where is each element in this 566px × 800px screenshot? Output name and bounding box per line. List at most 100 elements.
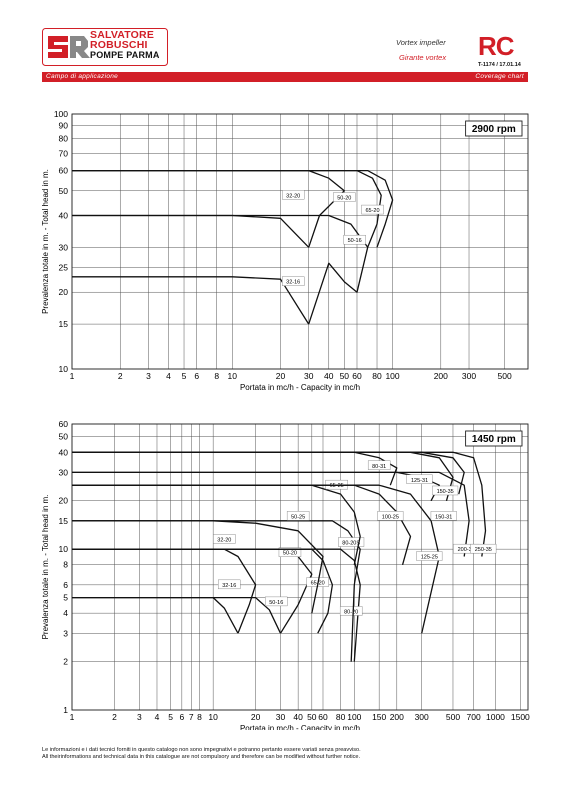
series-label-box <box>377 511 404 521</box>
x-tick-label: 200 <box>390 712 404 722</box>
x-tick-label: 40 <box>293 712 303 722</box>
x-axis-label: Portata in mc/h - Capacity in mc/h <box>240 724 360 730</box>
x-tick-label: 8 <box>214 371 219 381</box>
curve-50-20 <box>72 169 345 248</box>
y-axis-label: Prevalenza totale in m. - Total head in … <box>41 495 50 640</box>
disclaimer-it: Le informazioni e i dati tecnici forniti… <box>42 747 361 753</box>
x-tick-label: 30 <box>304 371 314 381</box>
rpm-box <box>465 120 523 137</box>
x-tick-label: 10 <box>228 371 238 381</box>
x-tick-label: 4 <box>166 371 171 381</box>
series-label-box <box>213 534 236 544</box>
subtitle-en: Vortex impeller <box>396 38 446 47</box>
x-tick-label: 500 <box>446 712 460 722</box>
series-label: 100-25 <box>382 514 399 520</box>
series-label-box <box>361 204 384 215</box>
series-label: 50-16 <box>269 600 283 606</box>
y-tick-label: 2 <box>63 657 68 667</box>
y-tick-label: 40 <box>59 447 69 457</box>
x-tick-label: 100 <box>385 371 399 381</box>
series-label-box <box>282 190 305 200</box>
y-tick-label: 60 <box>59 166 69 176</box>
series-label-box <box>218 579 241 590</box>
y-tick-label: 60 <box>59 419 69 429</box>
curve-32-20 <box>72 214 310 248</box>
x-tick-label: 20 <box>276 371 286 381</box>
series-label: 80-20 <box>344 609 358 615</box>
y-tick-label: 3 <box>63 628 68 638</box>
y-tick-label: 25 <box>59 263 69 273</box>
curve-200-35 <box>72 471 470 557</box>
section-bar: Campo di applicazione Coverage chart <box>42 72 528 82</box>
x-tick-label: 80 <box>372 371 382 381</box>
brand-name: SALVATORE ROBUSCHI POMPE PARMA <box>90 30 160 60</box>
y-tick-label: 100 <box>54 109 68 119</box>
series-label: 80-20S <box>342 541 360 547</box>
series-label: 150-31 <box>435 514 452 520</box>
x-tick-label: 50 <box>340 371 350 381</box>
subtitle-it: Girante vortex <box>399 53 447 62</box>
series-label-box <box>430 511 457 521</box>
x-tick-label: 6 <box>194 371 199 381</box>
x-tick-label: 2 <box>112 712 117 722</box>
curve-125-25 <box>72 484 440 634</box>
series-label-box <box>367 460 391 470</box>
y-tick-label: 6 <box>63 580 68 590</box>
series-label: 50-25 <box>291 514 305 520</box>
brand-line2: ROBUSCHI <box>90 39 148 51</box>
series-label: 50-20 <box>337 196 351 202</box>
disclaimer-en: All theirinformations and technical data… <box>42 754 361 760</box>
y-tick-label: 15 <box>59 319 69 329</box>
y-tick-label: 30 <box>59 467 69 477</box>
section-title-it: Campo di applicazione <box>46 73 119 80</box>
x-tick-label: 300 <box>415 712 429 722</box>
series-label: 50-20 <box>283 551 297 557</box>
curve-80-31 <box>72 451 398 486</box>
y-tick-label: 4 <box>63 608 68 618</box>
series-label: 125-25 <box>421 555 438 561</box>
x-tick-label: 1500 <box>511 712 530 722</box>
series-label: 65-20 <box>365 208 379 214</box>
x-tick-label: 3 <box>146 371 151 381</box>
x-tick-label: 4 <box>155 712 160 722</box>
curve-80-25 <box>72 169 394 248</box>
curve-32-16 <box>72 276 310 325</box>
series-label: 65-25 <box>330 483 344 489</box>
x-tick-label: 5 <box>182 371 187 381</box>
x-tick-label: 1 <box>70 712 75 722</box>
y-tick-label: 15 <box>59 516 69 526</box>
y-tick-label: 50 <box>59 186 69 196</box>
y-tick-label: 40 <box>59 210 69 220</box>
section-title-en: Coverage chart <box>475 73 524 80</box>
series-label: 150-35 <box>437 489 454 495</box>
curve-50-16 <box>72 214 369 325</box>
x-tick-label: 5 <box>168 712 173 722</box>
x-tick-label: 2 <box>118 371 123 381</box>
series-label: 32-16 <box>222 583 236 589</box>
x-tick-label: 40 <box>324 371 334 381</box>
series-label: 50-16 <box>348 238 362 244</box>
x-tick-label: 50 <box>307 712 317 722</box>
y-tick-label: 50 <box>59 432 69 442</box>
x-axis-label: Portata in mc/h - Capacity in mc/h <box>240 383 360 392</box>
x-tick-label: 3 <box>137 712 142 722</box>
series-label: 80-31 <box>372 464 386 470</box>
series-label: 32-20 <box>286 193 300 199</box>
x-tick-label: 200 <box>434 371 448 381</box>
y-tick-label: 8 <box>63 560 68 570</box>
y-tick-label: 70 <box>59 149 69 159</box>
disclaimer: Le informazioni e i dati tecnici forniti… <box>42 747 361 761</box>
x-tick-label: 1 <box>70 371 75 381</box>
series-label: 32-20 <box>217 537 231 543</box>
curve-250-35 <box>72 451 487 557</box>
curve-65-25 <box>72 484 361 565</box>
page-header: SALVATORE ROBUSCHI POMPE PARMA Vortex im… <box>0 0 566 90</box>
x-tick-label: 10 <box>208 712 218 722</box>
series-label-box <box>470 543 497 554</box>
x-tick-label: 8 <box>197 712 202 722</box>
x-tick-label: 300 <box>462 371 476 381</box>
curve-50-20 <box>72 548 313 634</box>
curve-50-16 <box>72 596 282 634</box>
y-tick-label: 80 <box>59 134 69 144</box>
series-label-box <box>343 234 366 245</box>
